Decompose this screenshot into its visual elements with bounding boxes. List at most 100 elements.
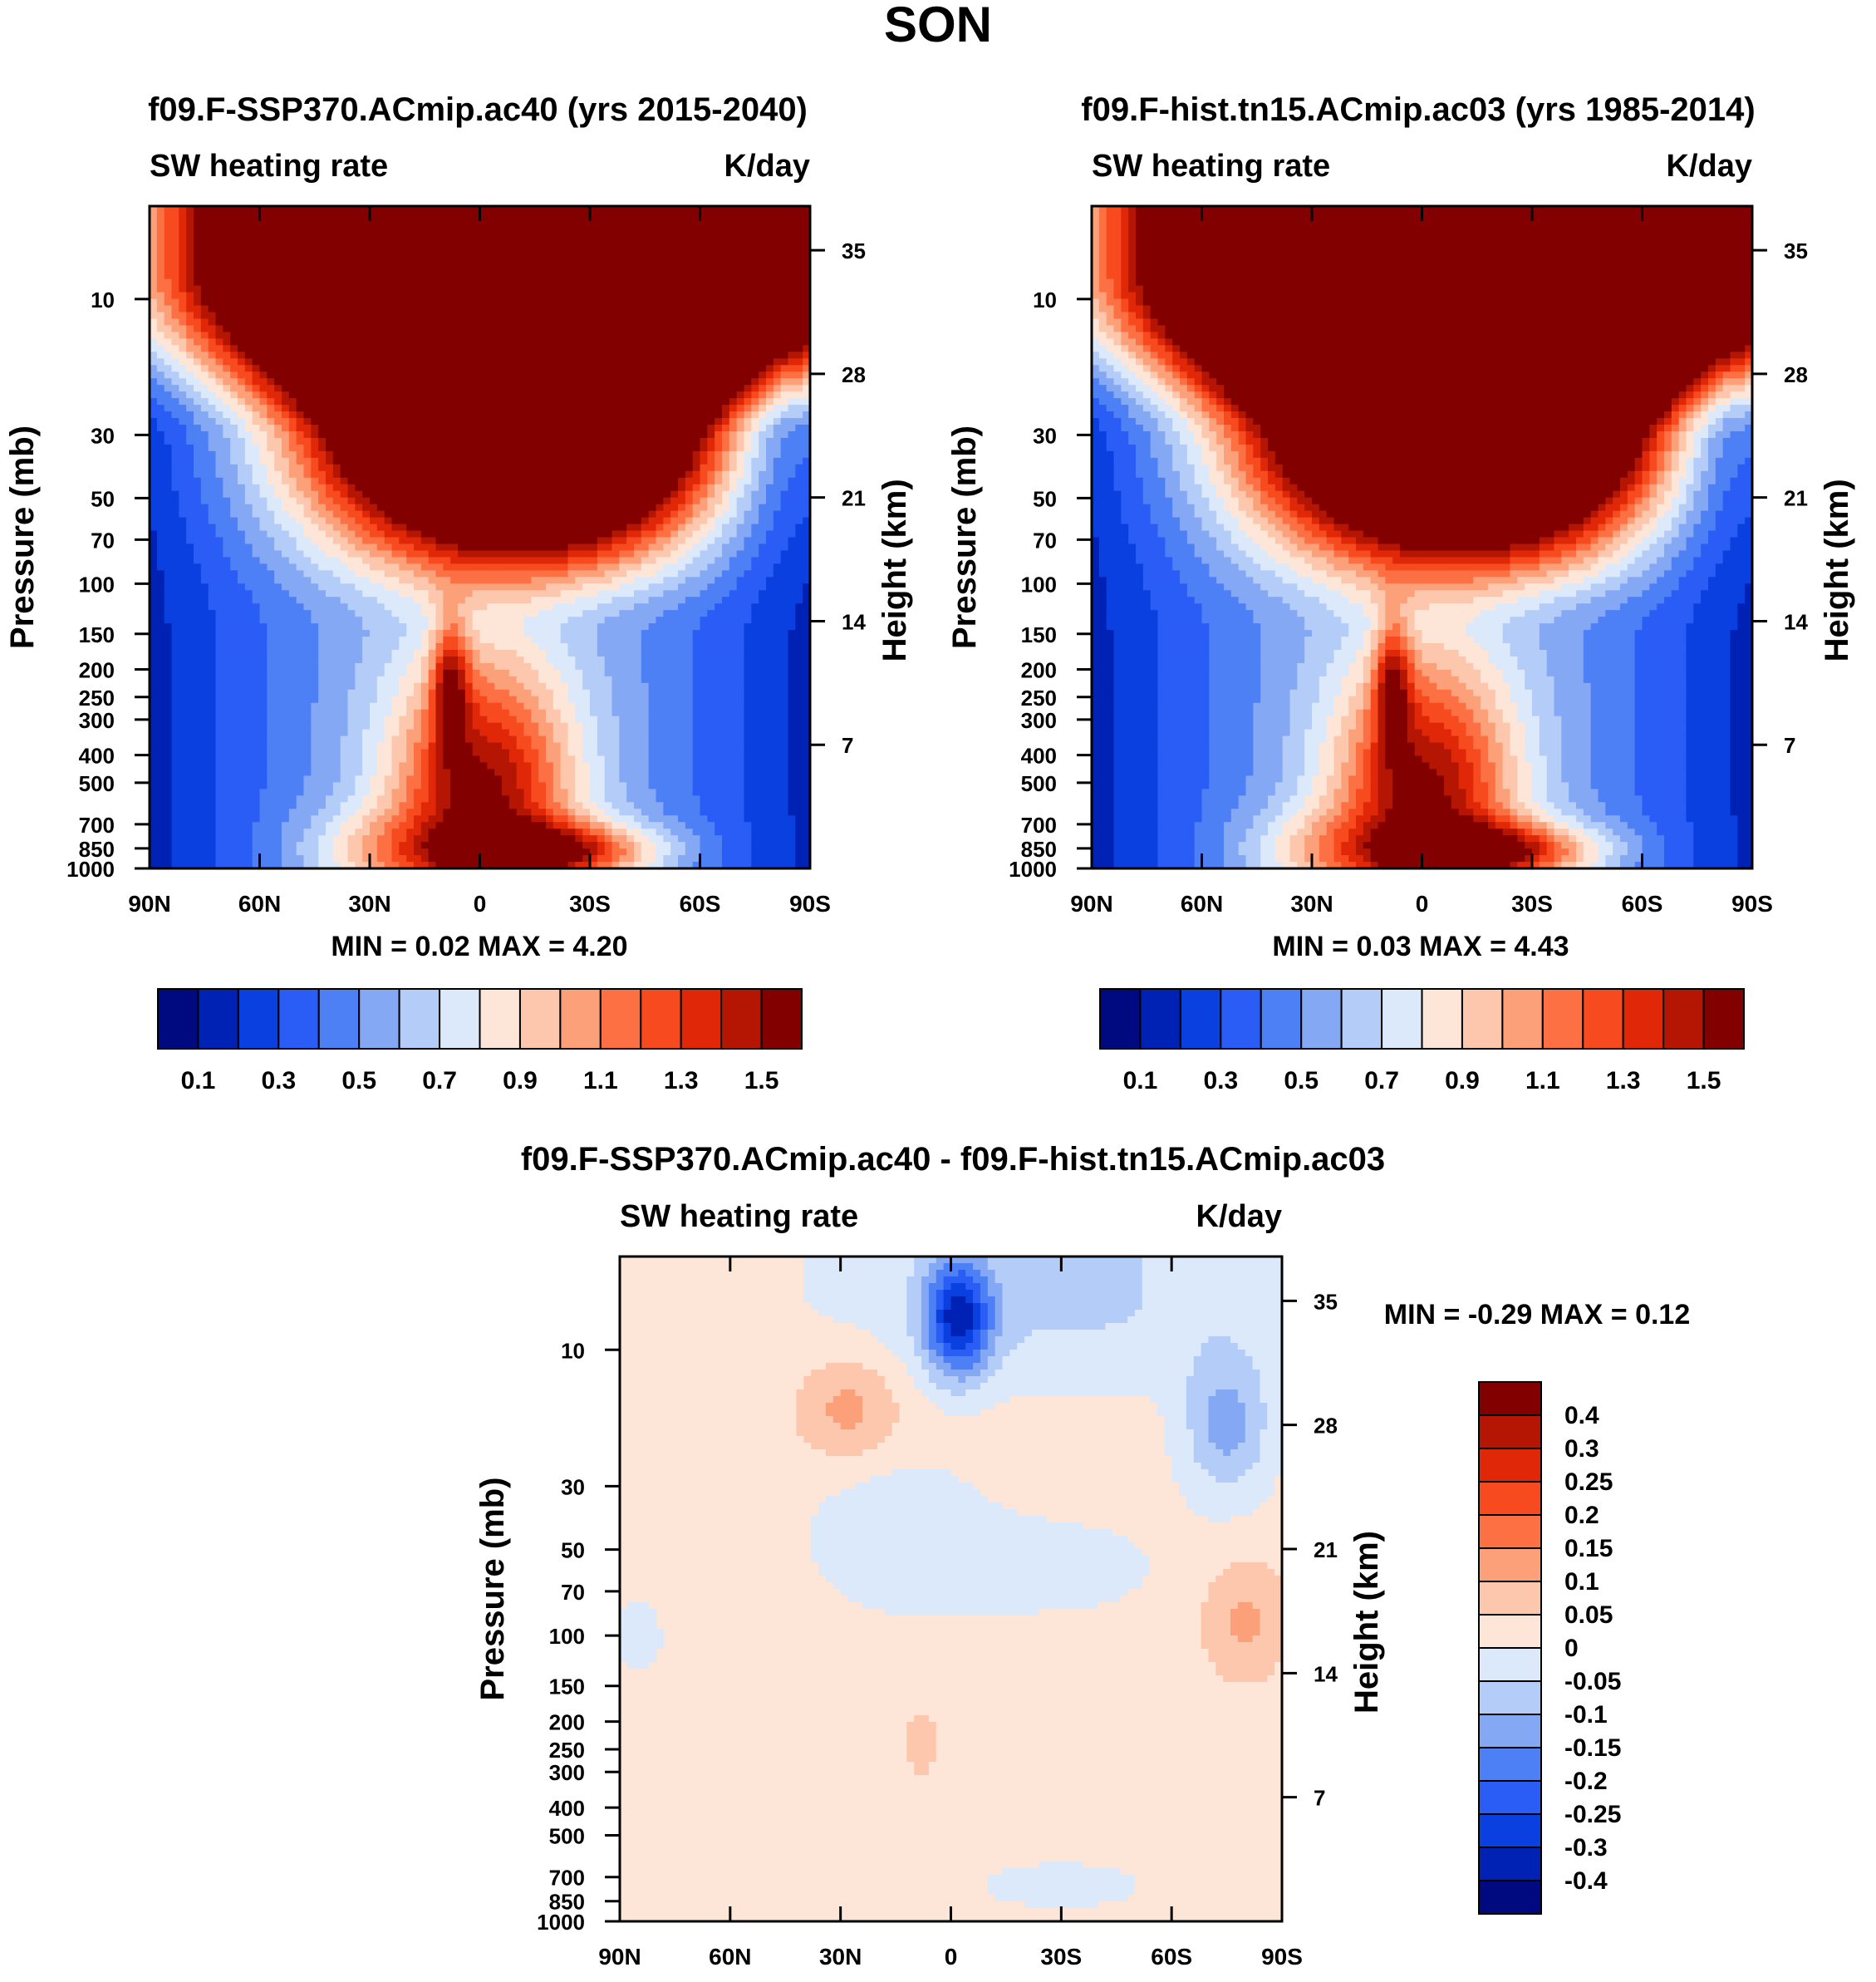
colorbar-box	[1479, 1615, 1541, 1648]
colorbar-label: -0.25	[1564, 1801, 1621, 1828]
colorbar-label: 0.7	[422, 1067, 457, 1094]
panel-difference: f09.F-SSP370.ACmip.ac40 - f09.F-hist.tn1…	[474, 1141, 1690, 1970]
x-tick-label: 30N	[348, 891, 390, 917]
colorbar-box	[480, 989, 520, 1049]
colorbar-label: 0.5	[341, 1067, 376, 1094]
colorbar-label: 1.1	[1525, 1067, 1560, 1094]
x-tick-label: 60N	[709, 1944, 751, 1970]
y-tick-label: 30	[91, 423, 115, 448]
colorbar-box	[1301, 989, 1341, 1049]
colorbar-label: -0.15	[1564, 1734, 1621, 1762]
colorbar-label: 0.2	[1564, 1502, 1599, 1529]
colorbar-box	[158, 989, 198, 1049]
height-tick-label: 7	[1314, 1786, 1325, 1811]
y-axis-title: Pressure (mb)	[946, 425, 983, 649]
colorbar-box	[1261, 989, 1301, 1049]
y-tick-label: 250	[79, 686, 115, 711]
colorbar-label: 0.3	[1564, 1435, 1599, 1463]
y-tick-label: 500	[79, 771, 115, 796]
colorbar-box	[440, 989, 479, 1049]
colorbar-label: 0.3	[261, 1067, 296, 1094]
colorbar-box	[762, 989, 802, 1049]
colorbar-box	[1704, 989, 1744, 1049]
variable-label: SW heating rate	[1092, 149, 1330, 184]
colorbar-label: 1.3	[664, 1067, 699, 1094]
y-tick-label: 400	[549, 1796, 585, 1821]
colorbar-box	[238, 989, 278, 1049]
colorbar-box	[601, 989, 641, 1049]
colorbar-label: -0.3	[1564, 1834, 1608, 1862]
height-tick-label: 21	[1314, 1537, 1338, 1562]
colorbar-label: 0.7	[1364, 1067, 1399, 1094]
y-tick-label: 100	[1021, 572, 1057, 597]
y-tick-label: 500	[1021, 771, 1057, 796]
colorbar-label: 0.15	[1564, 1535, 1613, 1562]
colorbar-label: 0.9	[503, 1067, 538, 1094]
colorbar-label: -0.05	[1564, 1668, 1621, 1695]
variable-label: SW heating rate	[150, 149, 388, 184]
colorbar-box	[319, 989, 359, 1049]
height-tick-label: 7	[1784, 733, 1795, 758]
season-title: SON	[884, 0, 992, 52]
y-tick-label: 200	[1021, 658, 1057, 683]
height-tick-label: 28	[1784, 362, 1808, 387]
colorbar-label: 0.9	[1445, 1067, 1480, 1094]
colorbar-label: 0.1	[1123, 1067, 1158, 1094]
colorbar-box	[198, 989, 238, 1049]
colorbar-label: 0.4	[1564, 1402, 1599, 1429]
colorbar-box	[400, 989, 440, 1049]
contour-field	[620, 1257, 1283, 1922]
y-axis-title: Pressure (mb)	[4, 425, 41, 649]
panel-future: f09.F-SSP370.ACmip.ac40 (yrs 2015-2040)S…	[4, 91, 913, 1094]
colorbar-box	[641, 989, 680, 1049]
panel-historical: f09.F-hist.tn15.ACmip.ac03 (yrs 1985-201…	[946, 91, 1855, 1094]
x-tick-label: 30S	[569, 891, 611, 917]
colorbar-box	[1479, 1714, 1541, 1748]
y-tick-label: 1000	[537, 1910, 585, 1935]
y-tick-label: 10	[91, 288, 115, 312]
x-tick-label: 30N	[1290, 891, 1333, 917]
y-tick-label: 50	[1033, 486, 1057, 511]
x-tick-label: 30S	[1040, 1944, 1082, 1970]
colorbar-box	[1181, 989, 1220, 1049]
min-max-stats: MIN = 0.02 MAX = 4.20	[331, 931, 627, 962]
y-axis-right-title: Height (km)	[877, 479, 913, 661]
y-tick-label: 500	[549, 1823, 585, 1848]
colorbar-box	[1479, 1448, 1541, 1482]
figure: SON f09.F-SSP370.ACmip.ac40 (yrs 2015-20…	[0, 0, 1876, 1982]
y-axis-right-title: Height (km)	[1819, 479, 1855, 661]
colorbar: 0.40.30.250.20.150.10.050-0.05-0.1-0.15-…	[1479, 1382, 1621, 1914]
y-tick-label: 150	[79, 622, 115, 647]
x-tick-label: 90S	[789, 891, 831, 917]
x-tick-label: 0	[945, 1944, 958, 1970]
colorbar-label: 0.05	[1564, 1601, 1613, 1629]
colorbar: 0.1 0.3 0.5 0.7 0.9 1.1 1.3 1.5	[158, 989, 802, 1094]
y-tick-label: 70	[91, 528, 115, 553]
y-tick-label: 400	[1021, 744, 1057, 769]
y-tick-label: 100	[79, 572, 115, 597]
y-tick-label: 30	[561, 1474, 585, 1499]
x-tick-label: 90N	[128, 891, 170, 917]
height-tick-label: 35	[842, 239, 866, 263]
y-axis-title: Pressure (mb)	[474, 1478, 511, 1701]
colorbar-box	[1479, 1814, 1541, 1847]
colorbar-box	[1140, 989, 1180, 1049]
colorbar-box	[1382, 989, 1422, 1049]
colorbar-label: -0.2	[1564, 1768, 1608, 1795]
y-tick-label: 10	[561, 1338, 585, 1363]
height-tick-label: 14	[842, 609, 866, 634]
x-tick-label: 60N	[1181, 891, 1223, 917]
colorbar-box	[1502, 989, 1542, 1049]
colorbar-box	[681, 989, 721, 1049]
x-tick-label: 30S	[1511, 891, 1553, 917]
colorbar-label: 1.1	[583, 1067, 618, 1094]
colorbar-box	[520, 989, 560, 1049]
colorbar-box	[721, 989, 761, 1049]
y-tick-label: 1000	[1009, 857, 1057, 882]
height-tick-label: 21	[842, 486, 866, 511]
colorbar-box	[1479, 1581, 1541, 1615]
x-tick-label: 60S	[1151, 1944, 1192, 1970]
colorbar-label: -0.1	[1564, 1701, 1608, 1729]
x-tick-label: 90S	[1261, 1944, 1303, 1970]
colorbar-label: 0	[1564, 1635, 1579, 1662]
